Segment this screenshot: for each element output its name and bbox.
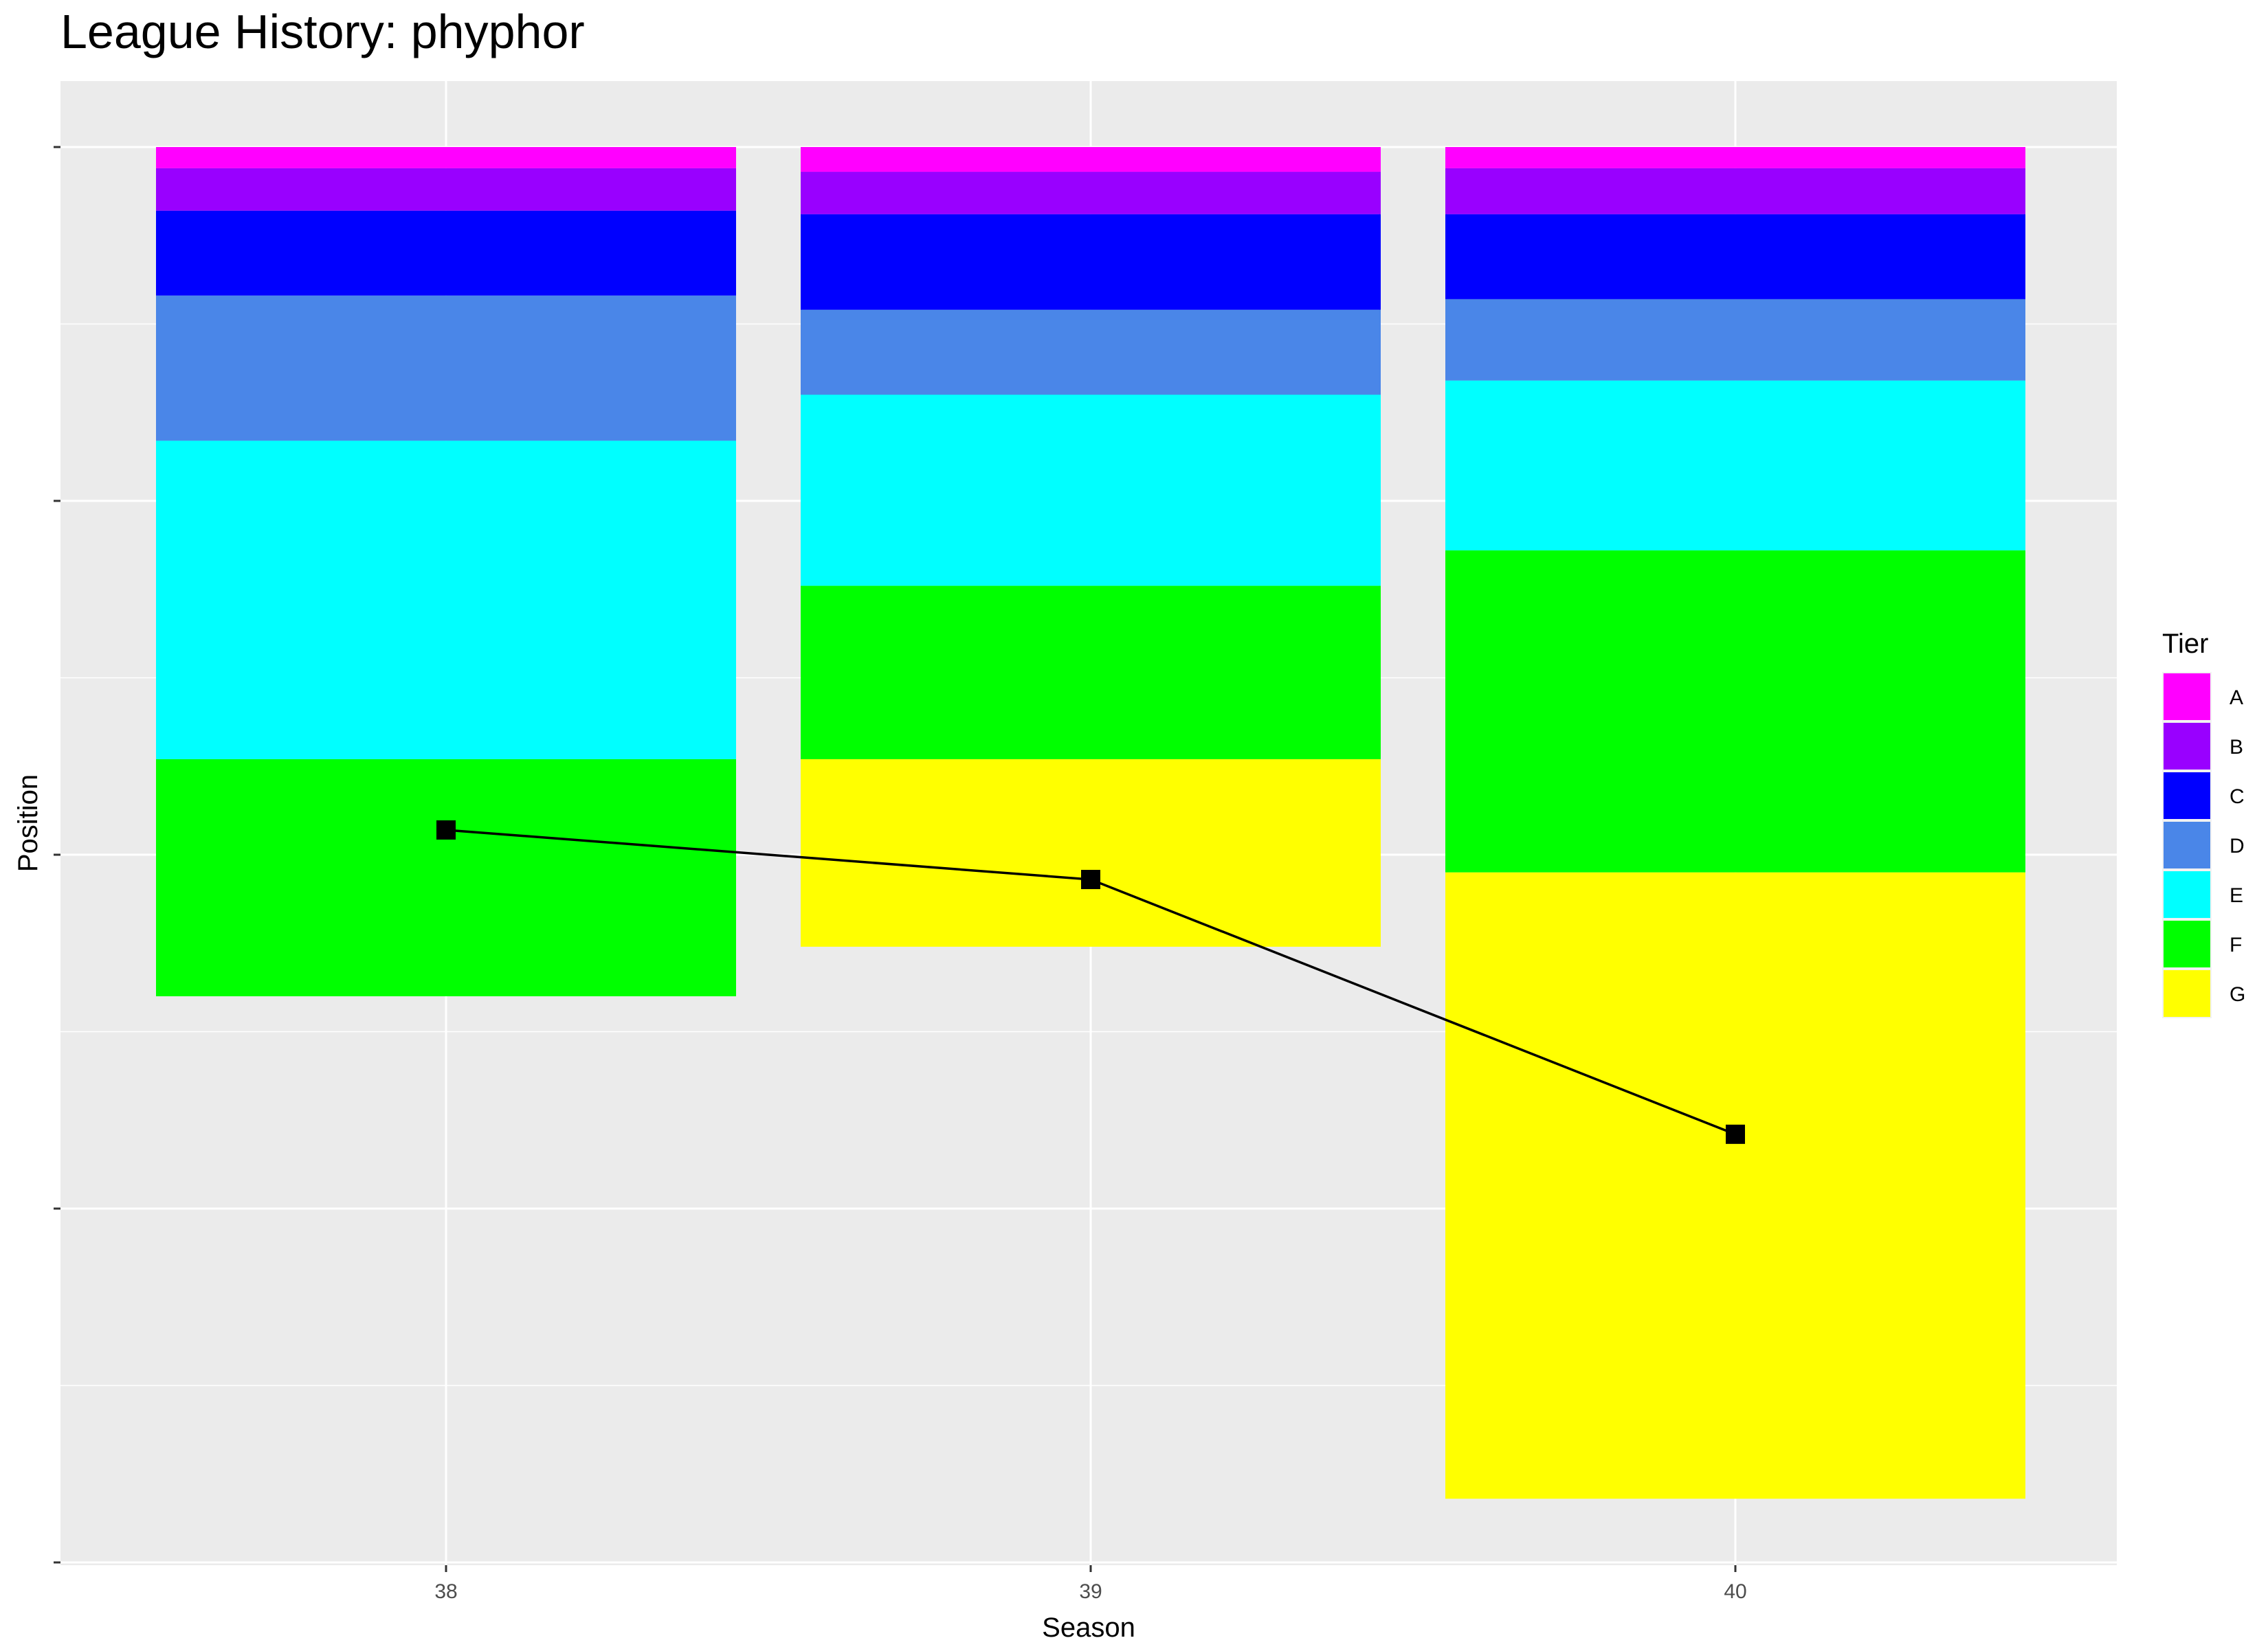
- bar-segment-A-39: [801, 147, 1381, 172]
- x-axis-title: Season: [1042, 1613, 1135, 1643]
- bar-segment-B-38: [156, 168, 736, 211]
- legend-swatch-G: [2164, 970, 2210, 1017]
- bar-segment-E-39: [801, 394, 1381, 586]
- chart-title: League History: phyphor: [60, 5, 585, 58]
- position-marker-38: [436, 820, 456, 840]
- legend-swatch-A: [2164, 673, 2210, 720]
- bar-segment-F-39: [801, 585, 1381, 759]
- bar-segment-D-38: [156, 295, 736, 441]
- bar-segment-F-40: [1445, 550, 2025, 873]
- x-tick-label-39: 39: [1079, 1580, 1102, 1603]
- x-tick-label-38: 38: [434, 1580, 457, 1603]
- bar-segment-G-39: [801, 759, 1381, 947]
- bar-segment-A-40: [1445, 147, 2025, 168]
- bar-segment-C-39: [801, 214, 1381, 310]
- legend-label-B: B: [2230, 736, 2243, 759]
- bar-segment-D-40: [1445, 299, 2025, 381]
- position-marker-39: [1081, 870, 1100, 890]
- bar-segment-F-38: [156, 759, 736, 996]
- bar-segment-E-40: [1445, 380, 2025, 551]
- legend-swatch-C: [2164, 772, 2210, 819]
- legend-swatch-E: [2164, 871, 2210, 918]
- legend-label-G: G: [2230, 983, 2245, 1006]
- legend-title: Tier: [2162, 629, 2208, 659]
- legend-label-A: A: [2230, 686, 2243, 709]
- position-marker-40: [1726, 1124, 1745, 1144]
- bar-segment-A-38: [156, 147, 736, 168]
- legend-swatch-F: [2164, 921, 2210, 967]
- bar-segment-C-38: [156, 210, 736, 296]
- axes: 38 39 40: [54, 146, 1747, 1603]
- position-line-layer: [436, 820, 1745, 1144]
- bar-segment-D-39: [801, 309, 1381, 395]
- legend: Tier A B C D E F G: [2162, 629, 2245, 1018]
- bar-segment-C-40: [1445, 214, 2025, 300]
- bar-segment-B-40: [1445, 168, 2025, 214]
- legend-label-C: C: [2230, 785, 2245, 808]
- legend-label-E: E: [2230, 884, 2243, 907]
- y-axis-title: Position: [13, 774, 43, 872]
- x-tick-label-40: 40: [1724, 1580, 1746, 1603]
- legend-label-D: D: [2230, 835, 2245, 857]
- bar-segment-B-39: [801, 172, 1381, 214]
- legend-swatch-B: [2164, 723, 2210, 770]
- legend-label-F: F: [2230, 934, 2242, 956]
- bars: [156, 147, 2025, 1499]
- bar-segment-G-40: [1445, 872, 2025, 1499]
- legend-swatch-D: [2164, 822, 2210, 868]
- bar-segment-E-38: [156, 440, 736, 759]
